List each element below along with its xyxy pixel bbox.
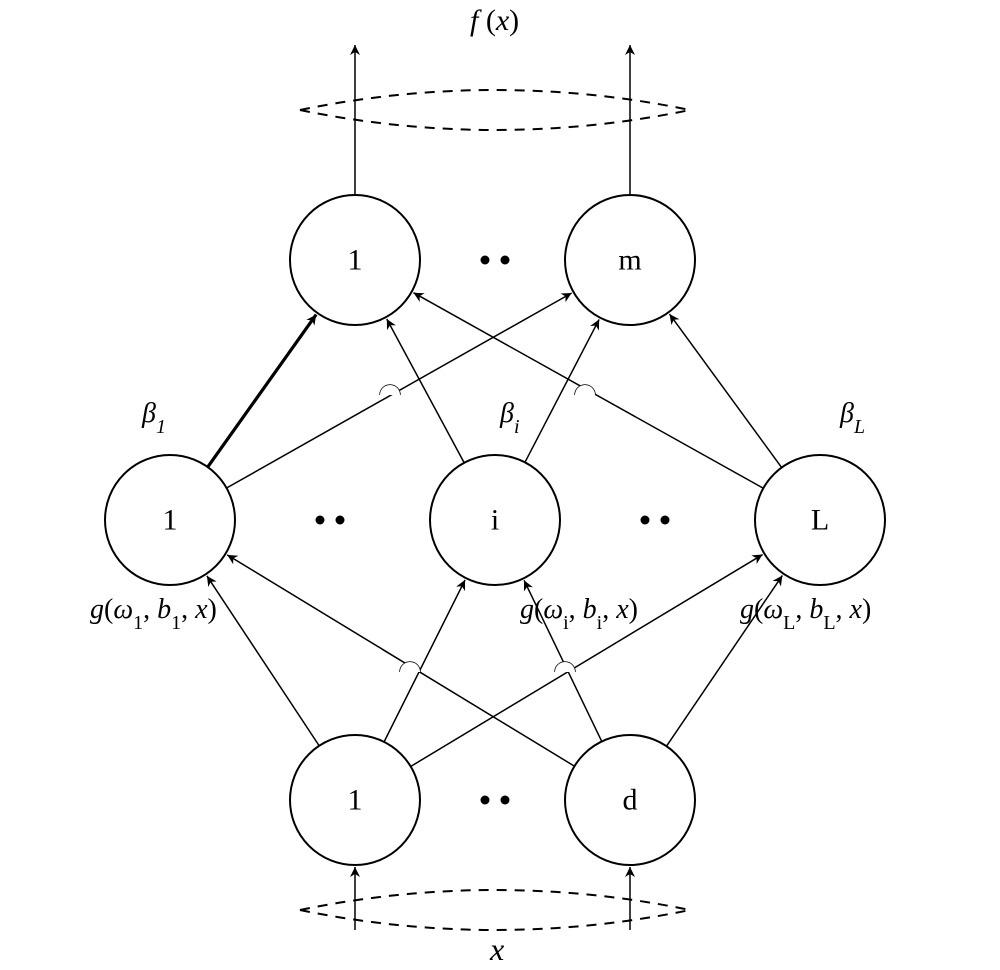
label-g-2: g(ωL, bL, x)	[740, 594, 871, 634]
node-label-h1: 1	[163, 504, 178, 537]
label-x: x	[489, 931, 504, 967]
ellipsis-dot	[501, 796, 510, 805]
ellipsis-dot	[641, 516, 650, 525]
brace-arc	[300, 910, 690, 930]
label-beta-2: βL	[839, 398, 865, 438]
ellipsis-dot	[316, 516, 325, 525]
node-label-hL: L	[811, 504, 829, 537]
label-beta-0: β1	[141, 398, 166, 438]
node-label-outm: m	[618, 244, 641, 277]
node-label-in1: 1	[348, 784, 363, 817]
edge-in1-hi	[384, 580, 465, 742]
label-beta-1: βi	[499, 398, 520, 438]
nodes: 1 m 1 i L 1 d	[105, 195, 885, 865]
neural-network-diagram: 1 m 1 i L 1 d f (x) x β1 βi βL g(ω1, b1, x) g(ωi, bi,…	[0, 0, 1000, 970]
ellipsis-dot	[661, 516, 670, 525]
brace-arc	[300, 110, 690, 130]
brace-arc	[300, 90, 690, 110]
ellipsis-dot	[481, 796, 490, 805]
edge-h1-out1	[208, 315, 316, 467]
node-label-out1: 1	[348, 244, 363, 277]
node-label-hi: i	[491, 504, 499, 537]
node-label-ind: d	[623, 784, 638, 817]
ellipsis-dot	[501, 256, 510, 265]
edge-ind-h1	[227, 555, 574, 766]
label-g-1: g(ωi, bi, x)	[520, 594, 638, 634]
edge-in1-hL	[411, 555, 763, 767]
ellipsis-dot	[336, 516, 345, 525]
label-fx: f (x)	[470, 4, 519, 37]
label-g-0: g(ω1, b1, x)	[90, 594, 217, 634]
ellipsis-dot	[481, 256, 490, 265]
brace-arc	[300, 890, 690, 910]
